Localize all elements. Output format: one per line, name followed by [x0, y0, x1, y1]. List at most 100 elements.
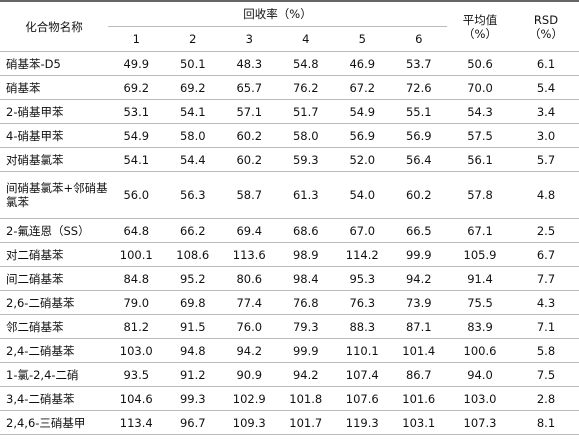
header-rsd: RSD （%） [513, 0, 579, 52]
cell-value: 66.2 [164, 218, 221, 243]
cell-value: 56.0 [108, 171, 165, 219]
cell-value: 54.9 [108, 123, 165, 148]
cell-value: 110.1 [334, 338, 391, 363]
header-run: 3 [221, 26, 278, 52]
table-row: 对二硝基苯 100.1 108.6 113.6 98.9 114.2 99.9 105.9 6.… [0, 242, 579, 267]
cell-value: 88.3 [334, 314, 391, 339]
compound-name: 1-氯-2,4-二硝 [0, 362, 108, 387]
cell-value: 81.2 [108, 314, 165, 339]
compound-name: 4-硝基甲苯 [0, 123, 108, 148]
cell-value: 6.1 [513, 51, 579, 76]
cell-value: 54.8 [277, 51, 334, 76]
cell-value: 53.1 [108, 99, 165, 124]
header-run: 6 [390, 26, 447, 52]
cell-value: 98.9 [277, 242, 334, 267]
header-rsd-unit: （%） [529, 26, 563, 41]
cell-value: 7.7 [513, 266, 579, 291]
cell-value: 76.2 [277, 75, 334, 100]
cell-value: 73.9 [390, 290, 447, 315]
cell-value: 55.1 [390, 99, 447, 124]
cell-value: 83.9 [447, 314, 513, 339]
cell-value: 68.6 [277, 218, 334, 243]
cell-value: 65.7 [221, 75, 278, 100]
table-row: 2-硝基甲苯 53.1 54.1 57.1 51.7 54.9 55.1 54.3 3.4 [0, 99, 579, 124]
cell-value: 91.5 [164, 314, 221, 339]
table-row: 2,4-二硝基苯 103.0 94.8 94.2 99.9 110.1 101.4 100.6… [0, 338, 579, 363]
cell-value: 93.5 [108, 362, 165, 387]
compound-name: 2,4,6-三硝基甲 [0, 410, 108, 435]
cell-value: 99.3 [164, 386, 221, 411]
cell-value: 2.8 [513, 386, 579, 411]
cell-value: 87.1 [390, 314, 447, 339]
cell-value: 7.1 [513, 314, 579, 339]
cell-value: 60.2 [390, 171, 447, 219]
cell-value: 105.9 [447, 242, 513, 267]
cell-value: 79.0 [108, 290, 165, 315]
header-name: 化合物名称 [0, 0, 108, 52]
cell-value: 61.3 [277, 171, 334, 219]
cell-value: 3.4 [513, 99, 579, 124]
cell-value: 107.6 [334, 386, 391, 411]
cell-value: 50.6 [447, 51, 513, 76]
compound-name: 硝基苯 [0, 75, 108, 100]
cell-value: 76.3 [334, 290, 391, 315]
cell-value: 103.1 [390, 410, 447, 435]
cell-value: 56.3 [164, 171, 221, 219]
cell-value: 66.5 [390, 218, 447, 243]
cell-value: 94.2 [221, 338, 278, 363]
cell-value: 56.9 [334, 123, 391, 148]
cell-value: 54.1 [164, 99, 221, 124]
cell-value: 94.8 [164, 338, 221, 363]
table-row: 硝基苯-D5 49.9 50.1 48.3 54.8 46.9 53.7 50.6 6.1 [0, 51, 579, 76]
cell-value: 94.2 [277, 362, 334, 387]
cell-value: 102.9 [221, 386, 278, 411]
compound-name: 硝基苯-D5 [0, 51, 108, 76]
cell-value: 3.0 [513, 123, 579, 148]
table-row: 2,6-二硝基苯 79.0 69.8 77.4 76.8 76.3 73.9 75.5 4.3 [0, 290, 579, 315]
compound-name: 邻二硝基苯 [0, 314, 108, 339]
cell-value: 80.6 [221, 266, 278, 291]
cell-value: 77.4 [221, 290, 278, 315]
cell-value: 91.2 [164, 362, 221, 387]
cell-value: 57.8 [447, 171, 513, 219]
table-row: 间硝基氯苯+邻硝基氯苯 56.0 56.3 58.7 61.3 54.0 60.2 57.8 4… [0, 171, 579, 219]
cell-value: 100.6 [447, 338, 513, 363]
cell-value: 96.7 [164, 410, 221, 435]
cell-value: 5.4 [513, 75, 579, 100]
cell-value: 95.3 [334, 266, 391, 291]
cell-value: 107.4 [334, 362, 391, 387]
header-avg: 平均值 （%） [447, 0, 513, 52]
cell-value: 108.6 [164, 242, 221, 267]
cell-value: 8.1 [513, 410, 579, 435]
cell-value: 79.3 [277, 314, 334, 339]
header-run: 5 [334, 26, 391, 52]
cell-value: 4.8 [513, 171, 579, 219]
cell-value: 107.3 [447, 410, 513, 435]
cell-value: 69.4 [221, 218, 278, 243]
cell-value: 76.8 [277, 290, 334, 315]
header-run: 2 [164, 26, 221, 52]
cell-value: 56.4 [390, 147, 447, 172]
cell-value: 109.3 [221, 410, 278, 435]
cell-value: 5.7 [513, 147, 579, 172]
cell-value: 69.2 [164, 75, 221, 100]
cell-value: 67.0 [334, 218, 391, 243]
cell-value: 91.4 [447, 266, 513, 291]
cell-value: 84.8 [108, 266, 165, 291]
cell-value: 113.4 [108, 410, 165, 435]
cell-value: 72.6 [390, 75, 447, 100]
cell-value: 56.9 [390, 123, 447, 148]
cell-value: 69.8 [164, 290, 221, 315]
header-recovery: 回收率（%） [108, 0, 447, 27]
cell-value: 101.8 [277, 386, 334, 411]
compound-name: 2,6-二硝基苯 [0, 290, 108, 315]
cell-value: 101.4 [390, 338, 447, 363]
cell-value: 75.5 [447, 290, 513, 315]
cell-value: 94.0 [447, 362, 513, 387]
compound-name: 对硝基氯苯 [0, 147, 108, 172]
table-row: 2-氟连恩（SS） 64.8 66.2 69.4 68.6 67.0 66.5 67.1 2.5 [0, 218, 579, 243]
